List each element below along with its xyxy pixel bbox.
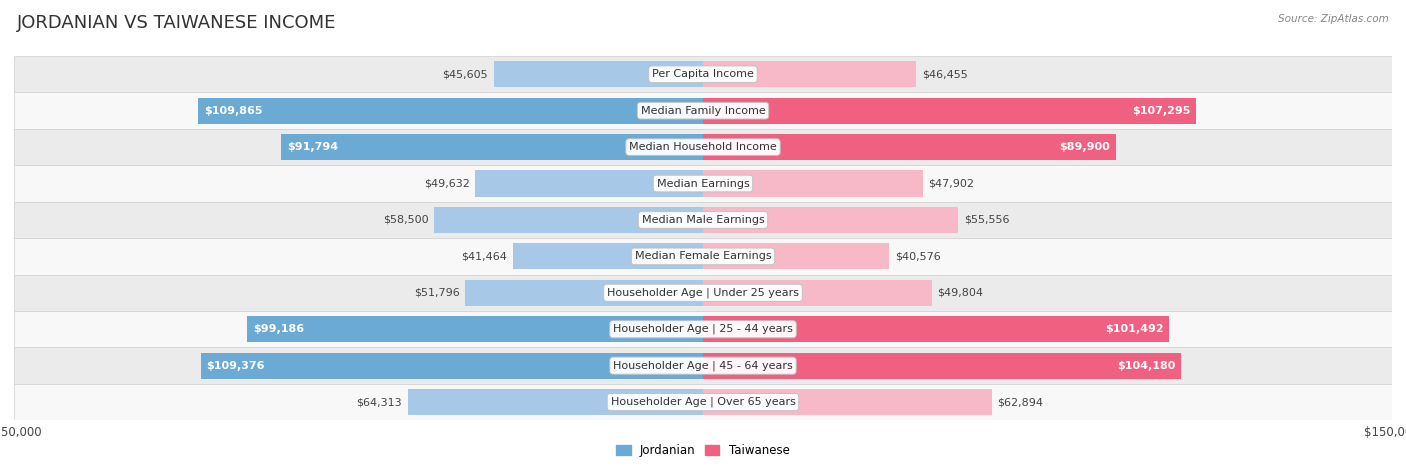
Text: $109,376: $109,376 <box>207 361 264 371</box>
Bar <box>494 61 703 87</box>
Bar <box>201 353 703 379</box>
Bar <box>14 384 1392 420</box>
Text: Householder Age | 25 - 44 years: Householder Age | 25 - 44 years <box>613 324 793 334</box>
Bar <box>703 389 991 415</box>
Bar <box>703 207 957 233</box>
Text: JORDANIAN VS TAIWANESE INCOME: JORDANIAN VS TAIWANESE INCOME <box>17 14 336 32</box>
Bar <box>465 280 703 306</box>
Bar <box>281 134 703 160</box>
Text: Median Female Earnings: Median Female Earnings <box>634 251 772 262</box>
Text: $58,500: $58,500 <box>384 215 429 225</box>
Bar <box>14 202 1392 238</box>
Text: Source: ZipAtlas.com: Source: ZipAtlas.com <box>1278 14 1389 24</box>
Text: $104,180: $104,180 <box>1118 361 1175 371</box>
Text: $55,556: $55,556 <box>963 215 1010 225</box>
Bar <box>703 280 932 306</box>
Text: Median Household Income: Median Household Income <box>628 142 778 152</box>
Text: Median Earnings: Median Earnings <box>657 178 749 189</box>
Text: Median Male Earnings: Median Male Earnings <box>641 215 765 225</box>
Text: $107,295: $107,295 <box>1132 106 1191 116</box>
Text: Householder Age | Under 25 years: Householder Age | Under 25 years <box>607 288 799 298</box>
Bar <box>703 316 1170 342</box>
Bar <box>247 316 703 342</box>
Text: $47,902: $47,902 <box>928 178 974 189</box>
Text: $62,894: $62,894 <box>997 397 1043 407</box>
Text: Median Family Income: Median Family Income <box>641 106 765 116</box>
Bar <box>14 275 1392 311</box>
Text: $101,492: $101,492 <box>1105 324 1164 334</box>
Text: $45,605: $45,605 <box>443 69 488 79</box>
Text: Householder Age | 45 - 64 years: Householder Age | 45 - 64 years <box>613 361 793 371</box>
Bar <box>14 129 1392 165</box>
Bar <box>14 56 1392 92</box>
Text: $89,900: $89,900 <box>1060 142 1111 152</box>
Text: $49,804: $49,804 <box>938 288 983 298</box>
Bar <box>513 243 703 269</box>
Bar <box>475 170 703 197</box>
Text: $49,632: $49,632 <box>423 178 470 189</box>
Text: $99,186: $99,186 <box>253 324 304 334</box>
Text: $41,464: $41,464 <box>461 251 508 262</box>
Bar <box>703 134 1116 160</box>
Text: $46,455: $46,455 <box>922 69 967 79</box>
Bar <box>198 98 703 124</box>
Bar <box>408 389 703 415</box>
Bar <box>703 170 922 197</box>
Text: $109,865: $109,865 <box>204 106 263 116</box>
Bar <box>14 238 1392 275</box>
Text: $40,576: $40,576 <box>894 251 941 262</box>
Text: $51,796: $51,796 <box>413 288 460 298</box>
Bar <box>703 61 917 87</box>
Bar <box>14 92 1392 129</box>
Bar <box>703 243 890 269</box>
Bar <box>703 353 1181 379</box>
Text: Per Capita Income: Per Capita Income <box>652 69 754 79</box>
Text: Householder Age | Over 65 years: Householder Age | Over 65 years <box>610 397 796 407</box>
Bar <box>14 347 1392 384</box>
Bar <box>434 207 703 233</box>
Bar <box>14 165 1392 202</box>
Bar <box>703 98 1195 124</box>
Legend: Jordanian, Taiwanese: Jordanian, Taiwanese <box>612 439 794 462</box>
Text: $91,794: $91,794 <box>287 142 337 152</box>
Text: $64,313: $64,313 <box>357 397 402 407</box>
Bar <box>14 311 1392 347</box>
